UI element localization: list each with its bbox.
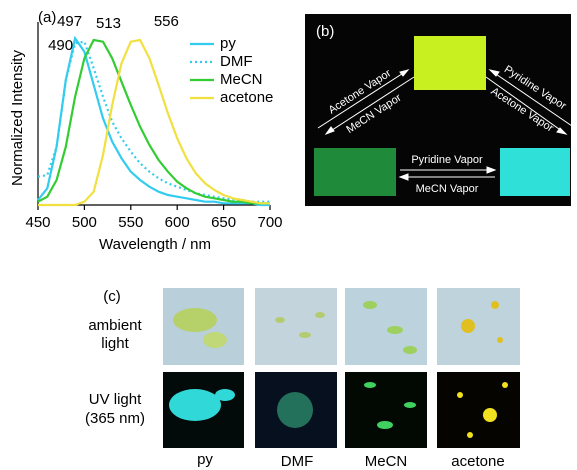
- x-tick-label: 450: [25, 214, 50, 231]
- row-label: ambient: [88, 317, 142, 334]
- row-label: light: [101, 335, 129, 352]
- peak-label: 556: [154, 13, 179, 30]
- peak-label: 490: [48, 37, 73, 54]
- column-label: acetone: [451, 453, 504, 470]
- panel-label: (a): [38, 9, 56, 26]
- x-tick-label: 550: [118, 214, 143, 231]
- x-tick-label: 500: [72, 214, 97, 231]
- peak-label: 513: [96, 15, 121, 32]
- row-label: UV light: [89, 391, 142, 408]
- figure: (b) Acetone Vapor MeCN Vapor Pyridine Va…: [0, 0, 577, 470]
- x-axis-label: Wavelength / nm: [99, 236, 211, 253]
- legend-label: DMF: [220, 53, 253, 70]
- column-label: MeCN: [365, 453, 408, 470]
- x-tick-label: 650: [211, 214, 236, 231]
- y-axis-label: Normalized Intensity: [9, 50, 26, 186]
- film-photo: [314, 148, 396, 196]
- x-tick-label: 700: [257, 214, 282, 231]
- arrow-label: MeCN Vapor: [416, 183, 479, 195]
- film-photo: [500, 148, 570, 196]
- panel-label: (c): [103, 288, 121, 305]
- column-label: py: [197, 451, 213, 468]
- legend-label: acetone: [220, 89, 273, 106]
- legend-label: MeCN: [220, 71, 263, 88]
- x-tick-label: 600: [165, 214, 190, 231]
- arrow-label: Pyridine Vapor: [411, 154, 483, 166]
- row-label: (365 nm): [85, 410, 145, 427]
- photo: [163, 288, 520, 448]
- panel-label: (b): [316, 23, 334, 40]
- legend-label: py: [220, 35, 236, 52]
- peak-label: 497: [57, 13, 82, 30]
- chart: (a) Wavelength / nm Normalized Intensity…: [9, 9, 283, 253]
- panel-c: (c) ambient light UV light (365 nm) py D…: [85, 288, 520, 470]
- column-label: DMF: [281, 453, 314, 470]
- film-photo: [414, 36, 486, 90]
- panel-b: (b) Acetone Vapor MeCN Vapor Pyridine Va…: [305, 14, 572, 206]
